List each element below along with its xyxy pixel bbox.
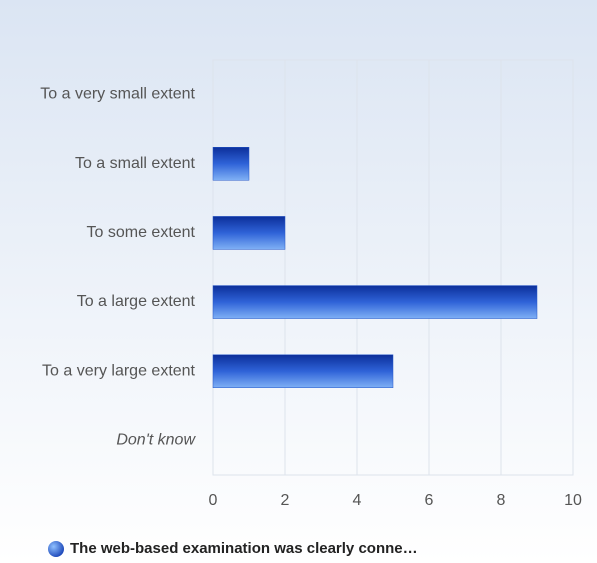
x-tick-label: 2 [281, 492, 290, 509]
legend-marker [48, 541, 64, 557]
x-tick-label: 4 [353, 492, 362, 509]
legend-text: The web-based examination was clearly co… [70, 540, 418, 557]
bar [212, 147, 250, 181]
y-tick-label: To some extent [87, 224, 196, 241]
y-tick-label: To a very small extent [40, 86, 195, 103]
x-tick-label: 10 [564, 492, 582, 509]
x-tick-label: 6 [425, 492, 434, 509]
y-tick-label: To a large extent [77, 293, 196, 310]
y-tick-label: To a small extent [75, 155, 196, 172]
x-tick-label: 8 [497, 492, 506, 509]
y-tick-label: To a very large extent [42, 362, 196, 379]
x-tick-label: 0 [209, 492, 218, 509]
y-tick-label: Don't know [116, 432, 196, 449]
bar [212, 285, 538, 319]
bar [212, 354, 394, 388]
bar [212, 216, 286, 250]
